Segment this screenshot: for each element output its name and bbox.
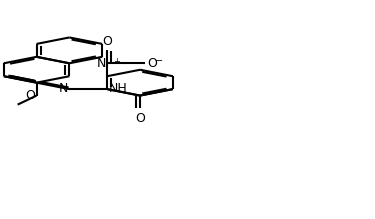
Text: N: N	[96, 57, 106, 70]
Text: −: −	[154, 56, 163, 66]
Text: +: +	[113, 57, 120, 66]
Text: O: O	[102, 35, 112, 48]
Text: O: O	[147, 57, 157, 70]
Text: O: O	[135, 112, 145, 125]
Text: O: O	[25, 89, 35, 102]
Text: NH: NH	[109, 81, 128, 95]
Text: N: N	[58, 81, 68, 95]
